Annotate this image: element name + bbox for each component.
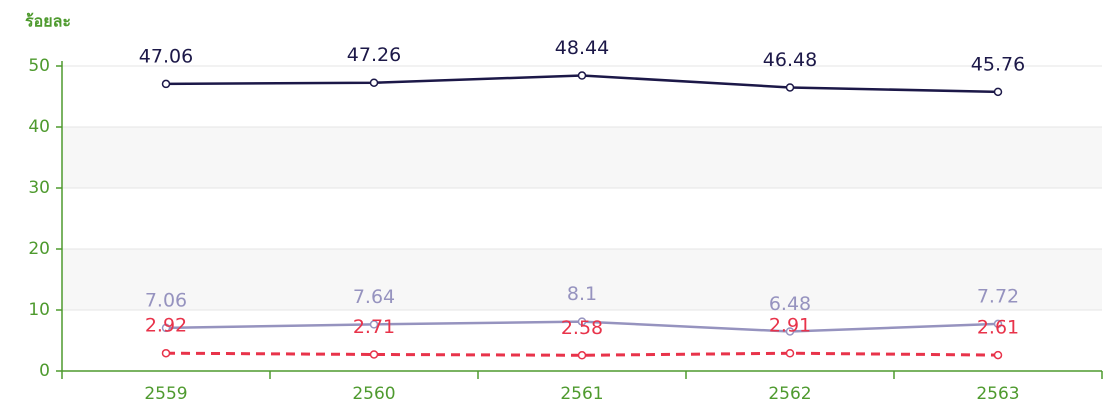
y-tick-label: 50 xyxy=(28,56,50,76)
plot-band xyxy=(62,249,1102,310)
data-label: 2.92 xyxy=(145,315,187,337)
point xyxy=(369,350,379,359)
point xyxy=(993,319,1003,329)
x-tick-label: 2563 xyxy=(976,384,1019,404)
data-label: 8.1 xyxy=(567,283,597,305)
x-tick-label: 2559 xyxy=(144,384,187,404)
point xyxy=(993,350,1003,360)
y-tick-label: 30 xyxy=(28,178,50,198)
point xyxy=(785,348,795,358)
plot-band xyxy=(62,127,1102,188)
data-label: 7.06 xyxy=(145,289,187,311)
y-tick-label: 10 xyxy=(28,300,50,320)
data-label: 2.61 xyxy=(977,317,1019,339)
x-tick-label: 2560 xyxy=(352,384,395,404)
x-tick-label: 2562 xyxy=(768,384,811,404)
data-label: 47.26 xyxy=(347,44,401,66)
y-tick-label: 20 xyxy=(28,239,50,259)
series-line xyxy=(165,351,999,357)
point xyxy=(577,71,587,80)
data-label: 7.72 xyxy=(977,285,1019,307)
x-tick-label: 2561 xyxy=(560,384,603,404)
point xyxy=(369,78,379,87)
data-label: 2.71 xyxy=(353,316,395,338)
point xyxy=(577,317,587,326)
data-label: 45.76 xyxy=(971,53,1025,75)
y-axis-label: ร้อยละ xyxy=(25,12,71,31)
data-label: 2.91 xyxy=(769,315,811,337)
point xyxy=(785,83,795,92)
y-tick-label: 0 xyxy=(39,361,50,381)
data-label: 2.58 xyxy=(561,317,603,339)
point xyxy=(785,327,795,336)
point xyxy=(161,348,171,358)
point xyxy=(577,351,587,360)
y-tick-label: 40 xyxy=(28,117,50,137)
data-label: 46.48 xyxy=(763,49,817,71)
point xyxy=(161,323,171,333)
data-label: 7.64 xyxy=(353,286,395,308)
point xyxy=(993,87,1003,97)
data-label: 48.44 xyxy=(555,37,609,59)
point xyxy=(161,79,171,89)
point xyxy=(369,320,379,329)
data-label: 47.06 xyxy=(139,45,193,67)
data-label: 6.48 xyxy=(769,293,811,315)
